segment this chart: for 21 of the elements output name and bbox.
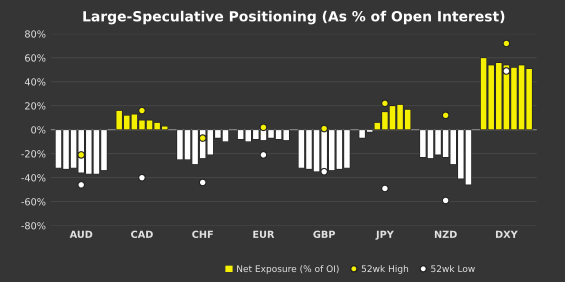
- y-tick-label: 80%: [25, 30, 46, 38]
- x-tick-label: AUD: [70, 230, 92, 238]
- legend-label: Net Exposure (% of OI): [237, 265, 339, 274]
- x-tick-label: NZD: [434, 230, 457, 238]
- y-tick-label: -80%: [21, 222, 46, 230]
- x-tick-label: GBP: [313, 230, 336, 238]
- legend-label: 52wk Low: [431, 265, 475, 272]
- legend-label: 52wk High: [362, 265, 408, 274]
- y-tick-label: -40%: [21, 174, 46, 182]
- y-tick-label: 20%: [25, 102, 46, 110]
- x-tick-label: CAD: [131, 230, 153, 238]
- y-tick-label: -60%: [21, 198, 46, 206]
- x-tick-label: CHF: [192, 230, 213, 238]
- y-tick-label: 60%: [25, 54, 46, 62]
- y-tick-label: -20%: [21, 150, 46, 158]
- x-tick-label: DXY: [496, 230, 518, 238]
- y-tick-label: 0%: [31, 126, 46, 134]
- y-tick-label: 40%: [24, 78, 46, 86]
- chart-title: Large-Speculative Positioning (As % of Open Interest): [83, 10, 504, 24]
- x-tick-label: JPY: [375, 230, 394, 240]
- x-tick-label: EUR: [253, 230, 274, 238]
